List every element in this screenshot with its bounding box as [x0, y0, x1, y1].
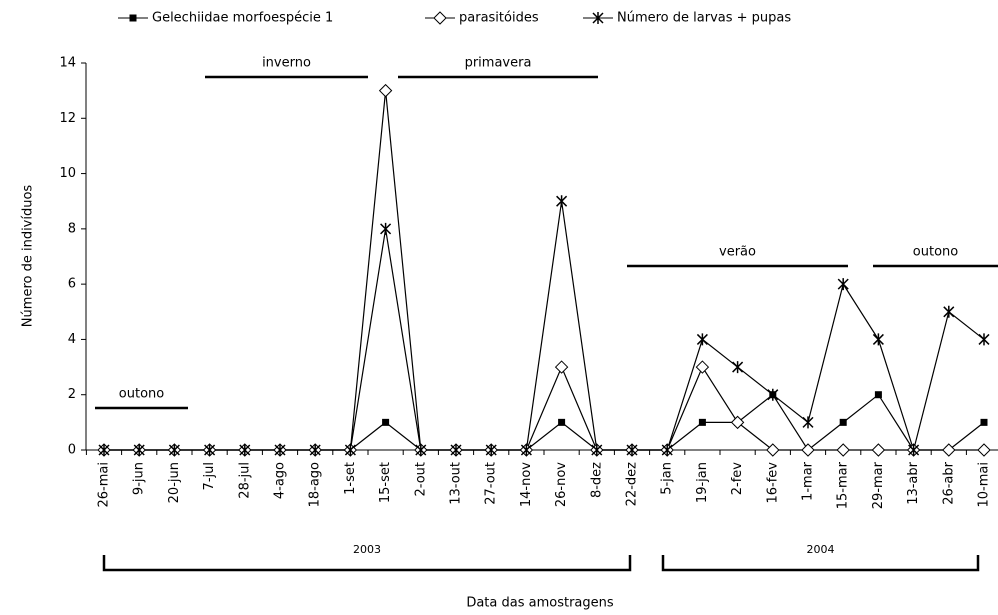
- marker: [942, 443, 956, 457]
- x-tick-label: 15-mar: [836, 461, 851, 509]
- marker: [129, 14, 137, 22]
- series-line: [104, 90, 984, 451]
- marker: [871, 443, 886, 457]
- x-tick-label: 8-dez: [589, 462, 604, 498]
- marker: [592, 12, 604, 24]
- marker: [274, 444, 286, 456]
- x-tick-label: 1-mar: [801, 461, 816, 501]
- marker: [802, 416, 814, 429]
- marker: [382, 418, 390, 426]
- x-tick-label: 19-jan: [695, 462, 710, 503]
- marker: [344, 444, 356, 456]
- x-tick-label: 13-abr: [906, 461, 921, 504]
- marker: [168, 444, 180, 456]
- marker: [415, 444, 427, 456]
- year-label: 2003: [353, 543, 381, 556]
- marker: [591, 444, 603, 456]
- season-label: primavera: [465, 56, 532, 71]
- x-tick-label: 18-ago: [308, 462, 323, 507]
- x-tick-label: 4-ago: [273, 462, 288, 499]
- series-line: [104, 201, 985, 453]
- marker: [626, 444, 638, 456]
- y-tick-label: 2: [68, 387, 76, 402]
- marker: [908, 444, 920, 456]
- x-tick-label: 29-mar: [871, 461, 886, 509]
- x-tick-label: 2-out: [413, 462, 428, 497]
- y-tick-label: 8: [68, 221, 76, 236]
- marker: [767, 388, 779, 401]
- x-tick-label: 14-nov: [519, 462, 534, 507]
- marker: [556, 195, 568, 208]
- marker: [696, 333, 708, 346]
- x-tick-label: 2-fev: [730, 462, 745, 496]
- x-tick-label: 26-mai: [97, 462, 112, 507]
- marker: [433, 11, 447, 25]
- x-tick-label: 10-mai: [977, 462, 992, 507]
- x-tick-label: 7-jul: [202, 462, 217, 490]
- marker: [380, 222, 392, 235]
- y-tick-label: 10: [59, 166, 76, 181]
- y-tick-label: 0: [68, 443, 76, 458]
- marker: [204, 444, 216, 456]
- marker: [874, 391, 882, 399]
- legend-label: Número de larvas + pupas: [617, 11, 791, 26]
- marker: [558, 418, 566, 426]
- year-bracket: [661, 555, 980, 572]
- legend-label: parasitóides: [459, 11, 539, 26]
- y-tick-label: 12: [59, 111, 76, 126]
- marker: [730, 415, 745, 430]
- x-tick-label: 16-fev: [765, 462, 780, 504]
- marker: [872, 333, 884, 346]
- x-tick-label: 26-nov: [554, 462, 569, 507]
- marker: [485, 444, 497, 456]
- marker: [839, 418, 847, 426]
- marker: [133, 444, 145, 456]
- marker: [732, 361, 744, 374]
- x-tick-label: 22-dez: [625, 462, 640, 506]
- x-tick-label: 13-out: [449, 462, 464, 505]
- x-tick-label: 28-jul: [237, 462, 252, 499]
- y-tick-label: 4: [68, 332, 76, 347]
- marker: [98, 444, 110, 456]
- series-line: [104, 393, 985, 451]
- x-axis-label: Data das amostragens: [466, 596, 614, 611]
- marker: [837, 278, 849, 291]
- season-label: verão: [719, 245, 756, 260]
- marker: [766, 443, 780, 457]
- marker: [378, 83, 393, 98]
- marker: [801, 443, 815, 457]
- year-bracket: [102, 555, 632, 572]
- y-tick-label: 6: [68, 277, 76, 292]
- season-label: outono: [913, 245, 958, 260]
- season-label: outono: [119, 387, 164, 402]
- x-tick-label: 5-jan: [660, 462, 675, 495]
- x-tick-label: 27-out: [484, 462, 499, 505]
- x-tick-label: 9-jun: [132, 462, 147, 495]
- marker: [309, 444, 321, 456]
- y-axis-label: Número de indivíduos: [21, 185, 36, 328]
- x-tick-label: 26-abr: [941, 461, 956, 504]
- x-tick-label: 20-jun: [167, 462, 182, 503]
- marker: [554, 360, 569, 374]
- marker: [980, 418, 988, 426]
- y-tick-label: 14: [59, 56, 76, 71]
- marker: [520, 444, 532, 456]
- season-label: inverno: [262, 56, 311, 71]
- year-label: 2004: [807, 543, 835, 556]
- legend-label: Gelechiidae morfoespécie 1: [152, 11, 333, 26]
- marker: [450, 444, 462, 456]
- marker: [239, 444, 251, 456]
- marker: [661, 444, 673, 456]
- marker: [943, 305, 955, 318]
- marker: [977, 443, 991, 457]
- marker: [695, 360, 710, 374]
- x-tick-label: 15-set: [378, 462, 393, 503]
- marker: [978, 333, 990, 346]
- marker: [698, 418, 706, 426]
- x-tick-label: 1-set: [343, 462, 358, 495]
- marker: [836, 443, 850, 457]
